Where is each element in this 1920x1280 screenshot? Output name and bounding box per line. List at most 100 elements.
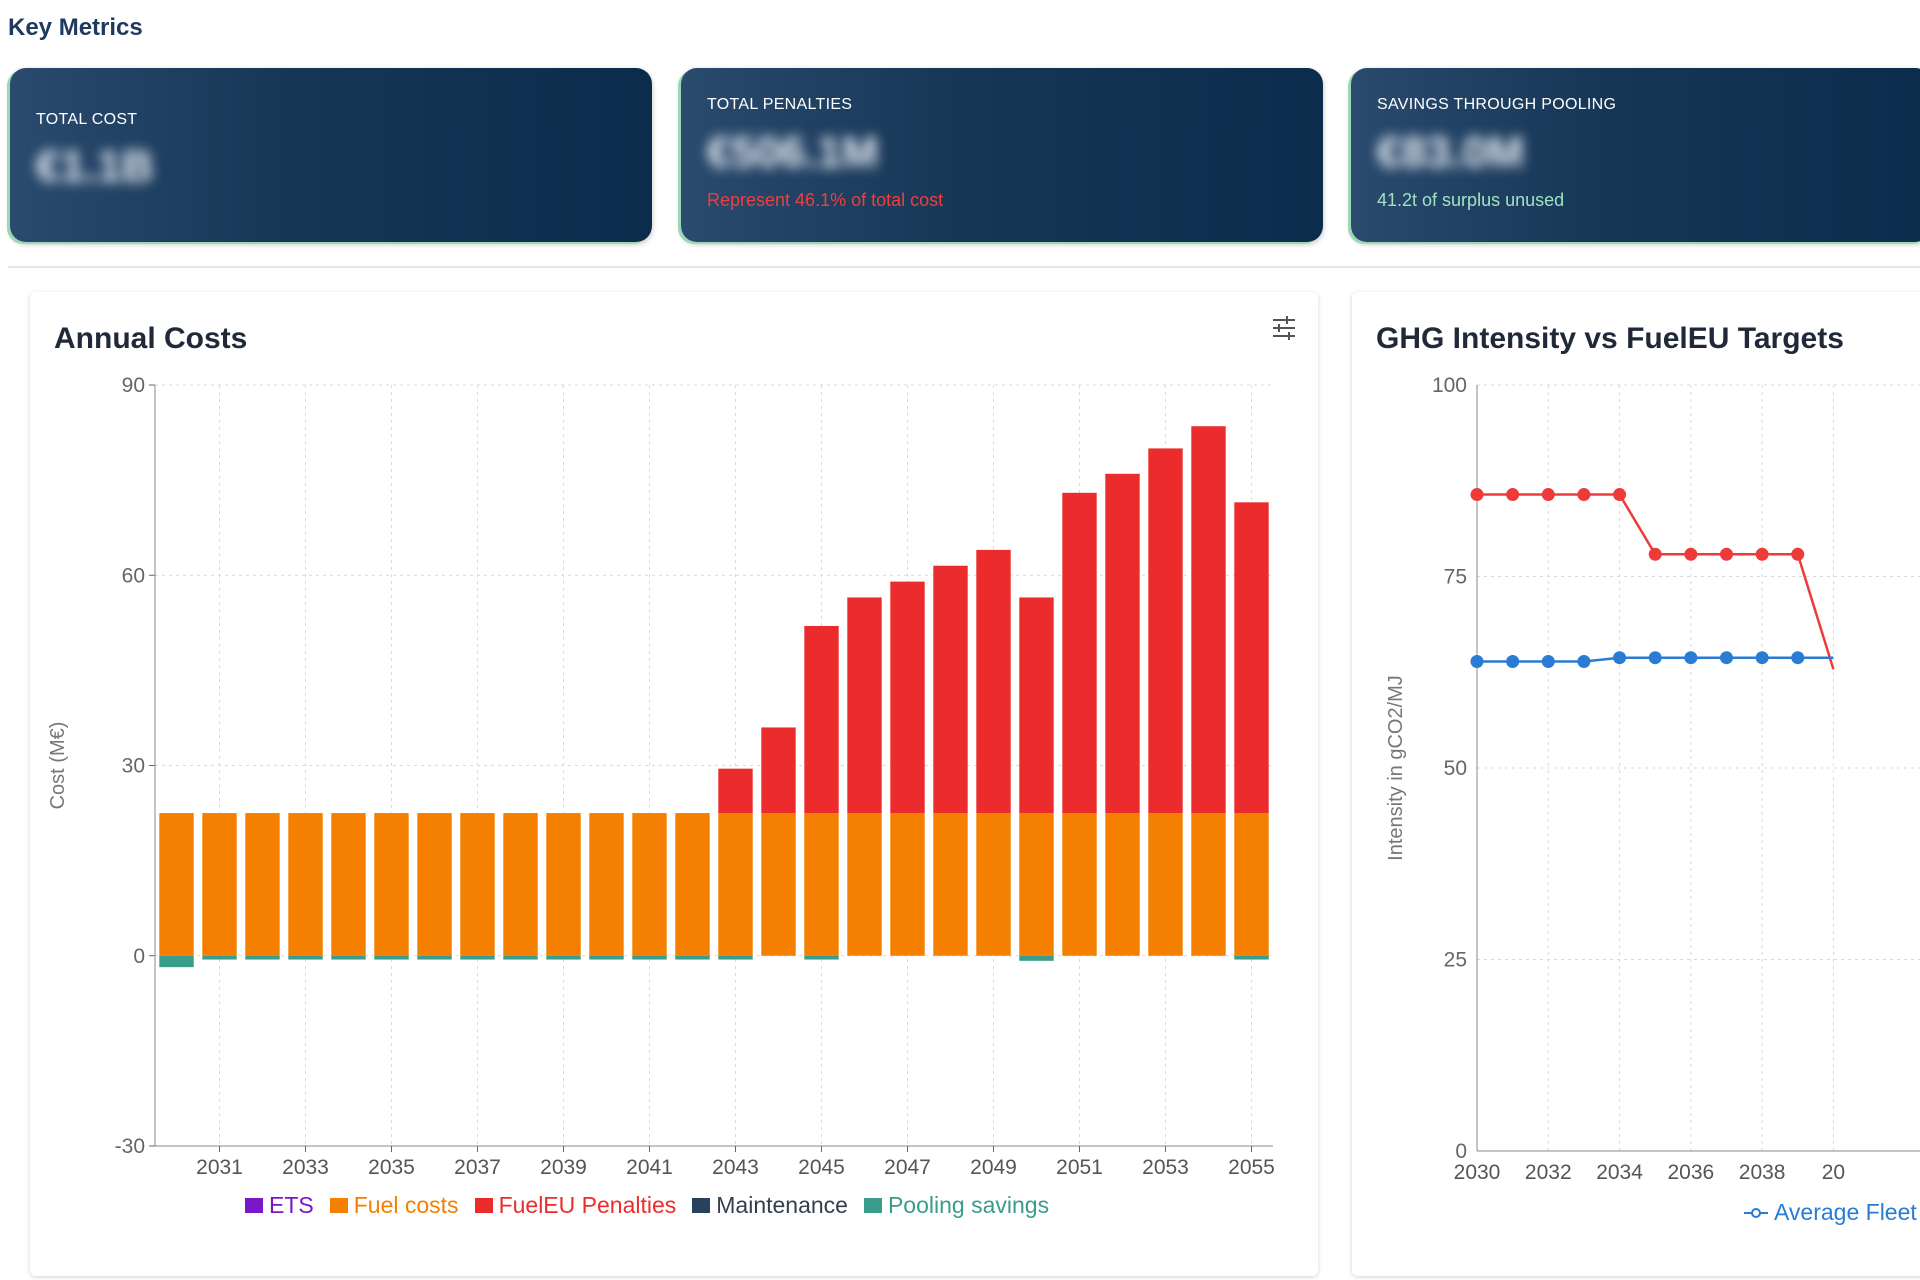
x-tick-label: 2041 [626,1156,673,1179]
bar-fuel-costs [546,813,581,956]
bar-fuel-costs [417,813,452,956]
bar-fuel-costs [933,813,968,956]
bar-fuel-costs [1148,813,1183,956]
data-point [1470,655,1484,669]
bar-fuel-costs [503,813,538,956]
bar-fueleu-penalties [933,565,968,814]
ghg-intensity-chart: 0 25 50 75 100 2030 2032 2034 2036 2038 20 Intensit… [1385,374,1920,1184]
annual-costs-panel: Annual Costs -30 0 30 60 90 2031 2033 2035 2037 2… [30,292,1318,1276]
data-point [1791,651,1805,665]
annual-costs-chart: -30 0 30 60 90 2031 2033 2035 2037 2039 2041 2043 20… [47,374,1275,1179]
settings-sliders-icon[interactable] [1270,314,1298,342]
data-point [1613,488,1627,502]
bar-pooling-savings [503,955,538,960]
bar-fueleu-penalties [890,581,925,814]
bar-fueleu-penalties [761,727,796,814]
bar-fueleu-penalties [1105,473,1140,814]
y-tick-label: 90 [122,374,145,397]
x-tick-label: 2037 [454,1156,501,1179]
data-point [1577,488,1591,502]
bar-pooling-savings [675,955,710,960]
bar-pooling-savings [417,955,452,960]
bar-fuel-costs [288,813,323,956]
metric-label: SAVINGS THROUGH POOLING [1377,96,1617,113]
legend-item[interactable]: Pooling savings [863,1192,1050,1219]
bar-fueleu-penalties [1191,426,1226,814]
x-tick-label: 2031 [196,1156,243,1179]
x-tick-label: 2053 [1142,1156,1189,1179]
data-point [1719,651,1733,665]
legend-item-average-fleet[interactable]: Average Fleet [1744,1199,1917,1226]
legend-label: Pooling savings [887,1192,1050,1218]
bar-pooling-savings [718,955,753,960]
bar-fuel-costs [675,813,710,956]
metric-label: TOTAL COST [36,111,138,128]
bar-fueleu-penalties [847,597,882,814]
bar-pooling-savings [288,955,323,960]
bar-pooling-savings [546,955,581,960]
x-tick-label: 2055 [1228,1156,1275,1179]
x-tick-label: 2036 [1667,1161,1714,1184]
data-point [1577,655,1591,669]
legend-item[interactable]: ETS [245,1192,314,1219]
bar-fuel-costs [632,813,667,956]
data-point [1613,651,1627,665]
bar-pooling-savings [245,955,280,960]
bar-fuel-costs [1191,813,1226,956]
y-axis-label: Intensity in gCO2/MJ [1385,675,1407,861]
bar-pooling-savings [460,955,495,960]
panel-title: Annual Costs [54,322,248,355]
y-axis-label: Cost (M€) [47,722,69,810]
bar-fuel-costs [718,813,753,956]
panel-title: GHG Intensity vs FuelEU Targets [1376,322,1844,355]
bar-fuel-costs [589,813,624,956]
bar-pooling-savings [331,955,366,960]
ghg-panel: GHG Intensity vs FuelEU Targets 0 25 50 75 1… [1352,292,1920,1276]
legend-item[interactable]: Maintenance [692,1192,848,1219]
metric-card-pooling-savings: SAVINGS THROUGH POOLING €83.0M 41.2t of … [1351,68,1920,242]
x-tick-label: 2049 [970,1156,1017,1179]
legend-label: Fuel costs [353,1192,459,1218]
data-point [1470,488,1484,502]
y-tick-label: -30 [115,1135,145,1158]
data-point [1755,547,1769,561]
x-tick-label: 2039 [540,1156,587,1179]
bar-fueleu-penalties [1234,502,1269,814]
chart-legend: Average Fleet [1744,1199,1917,1226]
bar-pooling-savings [804,955,839,960]
bar-pooling-savings [374,955,409,960]
legend-swatch [474,1198,493,1213]
legend-item[interactable]: FuelEU Penalties [474,1192,676,1219]
bar-fuel-costs [1019,813,1054,956]
bar-fueleu-penalties [1148,448,1183,814]
metric-card-total-penalties: TOTAL PENALTIES €506.1M Represent 46.1% … [681,68,1323,242]
y-tick-label: 60 [122,564,145,587]
data-point [1791,547,1805,561]
series-line [1477,493,1835,670]
bar-fueleu-penalties [804,625,839,814]
bar-fueleu-penalties [1062,492,1097,814]
divider [8,266,1920,268]
bar-fuel-costs [1105,813,1140,956]
chart-legend: ETS Fuel costs FuelEU Penalties Maintenance… [245,1192,1049,1219]
data-point [1506,655,1520,669]
bar-pooling-savings [202,955,237,960]
legend-label: Maintenance [716,1192,848,1218]
data-point [1506,488,1520,502]
bar-fuel-costs [804,813,839,956]
metric-value: €1.1B [36,142,154,191]
bar-fueleu-penalties [976,549,1011,814]
data-point [1541,655,1555,669]
bar-fuel-costs [202,813,237,956]
data-point [1648,547,1662,561]
section-title: Key Metrics [8,14,143,41]
y-tick-label: 75 [1444,566,1467,589]
legend-swatch [692,1198,711,1213]
y-tick-label: 0 [133,945,145,968]
bar-fuel-costs [159,813,194,956]
legend-label: ETS [269,1192,314,1218]
bar-fuel-costs [847,813,882,956]
x-tick-label: 2032 [1525,1161,1572,1184]
legend-item[interactable]: Fuel costs [329,1192,459,1219]
bar-fueleu-penalties [1019,597,1054,814]
